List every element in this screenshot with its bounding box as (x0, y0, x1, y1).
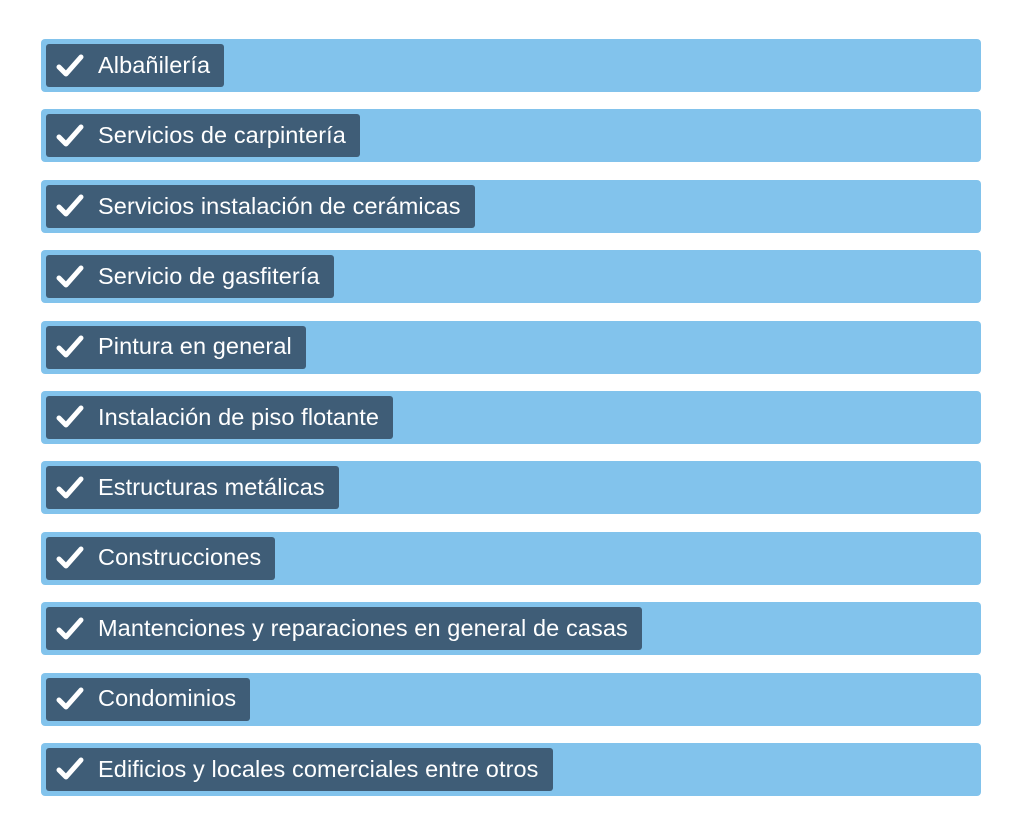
list-item: Pintura en general (41, 320, 981, 374)
list-item: Servicios de carpintería (41, 109, 981, 163)
check-icon (56, 616, 84, 642)
service-tag: Servicios instalación de cerámicas (46, 184, 475, 228)
check-icon (56, 53, 84, 79)
check-icon (56, 686, 84, 712)
list-item: Albañilería (41, 39, 981, 92)
check-icon (56, 756, 84, 782)
service-tag: Edificios y locales comerciales entre ot… (46, 747, 553, 791)
service-label: Instalación de piso flotante (98, 403, 380, 430)
check-icon (56, 475, 84, 501)
list-item: Construcciones (41, 531, 981, 585)
list-item: Servicios instalación de cerámicas (41, 179, 981, 233)
service-tag: Estructuras metálicas (46, 466, 339, 510)
service-tag: Instalación de piso flotante (46, 395, 394, 439)
service-tag: Servicios de carpintería (46, 114, 360, 158)
service-tag: Servicio de gasfitería (46, 255, 334, 299)
service-label: Estructuras metálicas (98, 474, 325, 501)
service-tag: Mantenciones y reparaciones en general d… (46, 607, 642, 651)
service-label: Servicios de carpintería (98, 122, 346, 149)
service-label: Pintura en general (98, 333, 292, 360)
service-tag: Construcciones (46, 536, 276, 580)
service-label: Albañilería (98, 51, 211, 78)
list-item: Edificios y locales comerciales entre ot… (41, 742, 981, 796)
list-item: Mantenciones y reparaciones en general d… (41, 602, 981, 656)
check-icon (56, 334, 84, 360)
services-list: Albañilería Servicios de carpintería Ser… (41, 39, 981, 813)
service-label: Edificios y locales comerciales entre ot… (98, 755, 539, 782)
service-label: Servicios instalación de cerámicas (98, 192, 461, 219)
list-item: Condominios (41, 672, 981, 726)
list-item: Instalación de piso flotante (41, 390, 981, 444)
check-icon (56, 193, 84, 219)
list-item: Servicio de gasfitería (41, 250, 981, 304)
service-label: Condominios (98, 685, 237, 712)
service-tag: Pintura en general (46, 325, 306, 369)
list-item: Estructuras metálicas (41, 461, 981, 515)
check-icon (56, 264, 84, 290)
check-icon (56, 545, 84, 571)
service-tag: Condominios (46, 677, 251, 721)
service-label: Servicio de gasfitería (98, 262, 320, 289)
service-tag: Albañilería (46, 44, 225, 87)
service-label: Mantenciones y reparaciones en general d… (98, 614, 628, 641)
check-icon (56, 404, 84, 430)
service-label: Construcciones (98, 544, 262, 571)
check-icon (56, 123, 84, 149)
